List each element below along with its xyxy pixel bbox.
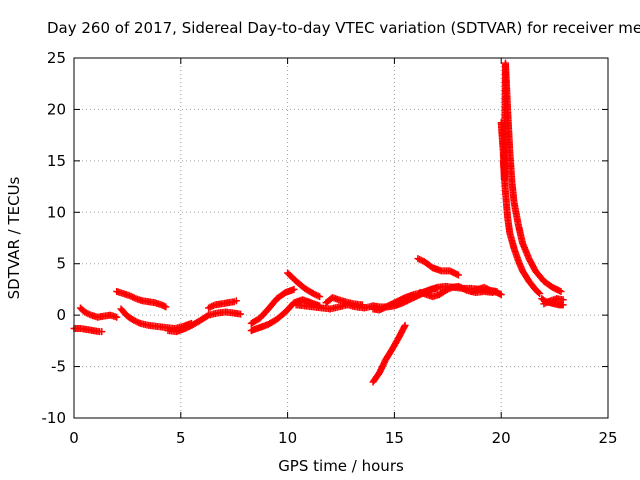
data-point — [316, 293, 324, 301]
y-axis-ticks: -10 -5 0 5 10 15 20 25 — [42, 49, 608, 427]
data-point — [237, 310, 245, 318]
y-tick-label: -5 — [51, 358, 66, 376]
data-point — [557, 287, 565, 295]
data-point — [98, 328, 106, 336]
x-tick-label: 25 — [598, 429, 617, 447]
y-tick-label: 10 — [47, 203, 66, 221]
y-tick-label: 15 — [47, 152, 66, 170]
plot-frame — [73, 57, 609, 419]
data-point — [358, 301, 366, 309]
x-tick-label: 0 — [69, 429, 79, 447]
data-point — [162, 303, 170, 311]
x-tick-label: 5 — [176, 429, 186, 447]
y-tick-label: -10 — [42, 409, 67, 427]
x-axis-ticks: 0 5 10 15 20 25 — [69, 58, 618, 447]
y-tick-label: 25 — [47, 49, 66, 67]
data-point — [559, 296, 567, 304]
data-point — [536, 290, 544, 298]
data-points — [70, 59, 567, 386]
data-point — [433, 284, 441, 292]
y-tick-label: 20 — [47, 100, 66, 118]
data-point — [290, 285, 298, 293]
x-axis-label: GPS time / hours — [278, 457, 404, 475]
y-tick-label: 0 — [56, 306, 66, 324]
chart-title: Day 260 of 2017, Sidereal Day-to-day VTE… — [47, 19, 640, 37]
x-tick-label: 10 — [278, 429, 297, 447]
data-point — [497, 291, 505, 299]
x-tick-label: 20 — [492, 429, 511, 447]
data-point — [232, 297, 240, 305]
x-tick-label: 15 — [385, 429, 404, 447]
data-point — [113, 313, 121, 321]
data-point — [493, 287, 501, 295]
y-tick-label: 5 — [56, 255, 66, 273]
data-point — [454, 271, 462, 279]
grid-lines — [74, 58, 608, 418]
y-axis-label: SDTVAR / TECUs — [5, 176, 23, 299]
data-point — [401, 321, 409, 329]
data-point-dense — [535, 289, 543, 297]
